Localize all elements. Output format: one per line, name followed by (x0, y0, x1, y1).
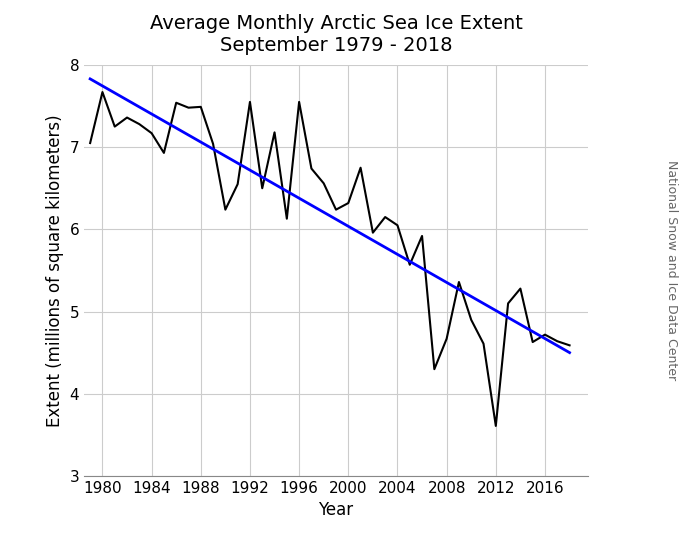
X-axis label: Year: Year (318, 502, 354, 519)
Text: National Snow and Ice Data Center: National Snow and Ice Data Center (666, 161, 678, 380)
Y-axis label: Extent (millions of square kilometers): Extent (millions of square kilometers) (46, 114, 64, 427)
Title: Average Monthly Arctic Sea Ice Extent
September 1979 - 2018: Average Monthly Arctic Sea Ice Extent Se… (150, 14, 522, 55)
